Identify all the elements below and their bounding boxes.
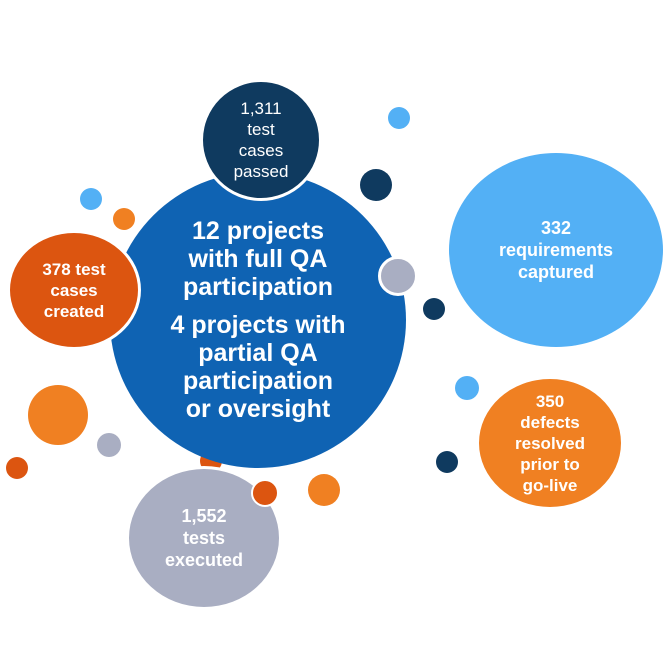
defects-resolved-bubble: 350 defects resolved prior to go-live [476,376,624,510]
center-line: participation [182,273,333,301]
requirements-line: captured [517,262,595,282]
center-line: with full QA [188,245,328,273]
decorative-dot [455,376,479,400]
center-line: 12 projects [191,217,324,245]
test-cases-created-bubble: 378 test cases created [7,230,141,350]
center-line: partial QA [198,339,318,367]
center-bubble: 12 projects with full QA participation 4… [110,172,406,468]
decorative-dot [28,385,88,445]
defects-line: 350 [535,391,565,411]
created-line: cases [50,280,98,300]
passed-line: passed [233,162,289,181]
center-line: participation [182,367,333,395]
created-line: created [43,301,105,321]
executed-line: tests [182,528,226,548]
passed-line: test [247,120,275,139]
created-line: 378 test [42,259,106,279]
center-line: or oversight [185,395,331,423]
requirements-line: requirements [498,240,614,260]
executed-line: executed [164,550,244,570]
executed-line: 1,552 [181,506,227,526]
full-qa-block: 12 projects with full QA participation [183,217,333,301]
decorative-dot [251,479,279,507]
decorative-dot [360,169,392,201]
passed-line: cases [238,141,284,160]
decorative-dot [378,256,418,296]
decorative-dot [97,433,121,457]
decorative-dot [423,298,445,320]
decorative-dot [388,107,410,129]
center-line: 4 projects with [170,311,346,339]
partial-qa-block: 4 projects with partial QA participation… [170,311,345,423]
passed-line: 1,311 [240,99,282,118]
decorative-dot [308,474,340,506]
decorative-dot [436,451,458,473]
decorative-dot [80,188,102,210]
requirements-line: 332 [540,218,572,238]
decorative-dot [6,457,28,479]
defects-line: resolved [515,433,585,453]
defects-line: go-live [522,475,578,495]
defects-line: defects [520,412,580,432]
defects-line: prior to [520,454,580,474]
requirements-bubble: 332 requirements captured [449,153,663,347]
test-cases-passed-bubble: 1,311 test cases passed [200,79,322,201]
decorative-dot [113,208,135,230]
